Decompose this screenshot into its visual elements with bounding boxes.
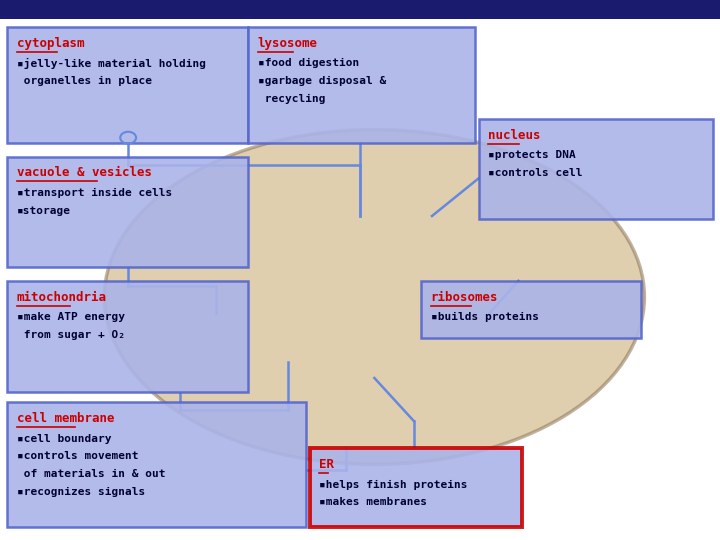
Text: ▪jelly-like material holding: ▪jelly-like material holding [17, 58, 206, 69]
Bar [7, 27, 248, 143]
Text: vacuole & vesicles: vacuole & vesicles [17, 166, 152, 179]
Text: cell membrane: cell membrane [17, 412, 114, 425]
Text: ▪controls cell: ▪controls cell [488, 168, 582, 178]
Text: ▪cell boundary: ▪cell boundary [17, 434, 111, 444]
Bar [310, 448, 522, 526]
Text: ▪builds proteins: ▪builds proteins [431, 312, 539, 322]
Text: organelles in place: organelles in place [17, 76, 152, 86]
Bar [248, 27, 475, 143]
Text: of materials in & out: of materials in & out [17, 469, 165, 480]
Text: ▪garbage disposal &: ▪garbage disposal & [258, 76, 386, 86]
Text: cytoplasm: cytoplasm [17, 37, 84, 50]
Text: ▪transport inside cells: ▪transport inside cells [17, 188, 172, 198]
Bar [479, 119, 713, 219]
Text: ▪controls movement: ▪controls movement [17, 451, 138, 462]
Bar [7, 157, 248, 267]
Text: recycling: recycling [258, 94, 325, 104]
Text: lysosome: lysosome [258, 37, 318, 50]
Text: mitochondria: mitochondria [17, 291, 107, 303]
Bar [0, 0, 720, 19]
Bar [7, 402, 306, 526]
Text: ▪make ATP energy: ▪make ATP energy [17, 312, 125, 322]
Text: ▪recognizes signals: ▪recognizes signals [17, 487, 145, 497]
Bar [7, 281, 248, 392]
Text: ▪makes membranes: ▪makes membranes [319, 497, 427, 508]
Text: ▪storage: ▪storage [17, 206, 71, 216]
Text: ER: ER [319, 458, 334, 471]
Text: nucleus: nucleus [488, 129, 541, 141]
Text: ▪helps finish proteins: ▪helps finish proteins [319, 480, 467, 490]
Ellipse shape [104, 130, 644, 464]
Text: from sugar + O₂: from sugar + O₂ [17, 330, 125, 340]
Text: ▪food digestion: ▪food digestion [258, 58, 359, 69]
Text: ▪protects DNA: ▪protects DNA [488, 150, 576, 160]
Text: ribosomes: ribosomes [431, 291, 498, 303]
Bar [421, 281, 641, 338]
